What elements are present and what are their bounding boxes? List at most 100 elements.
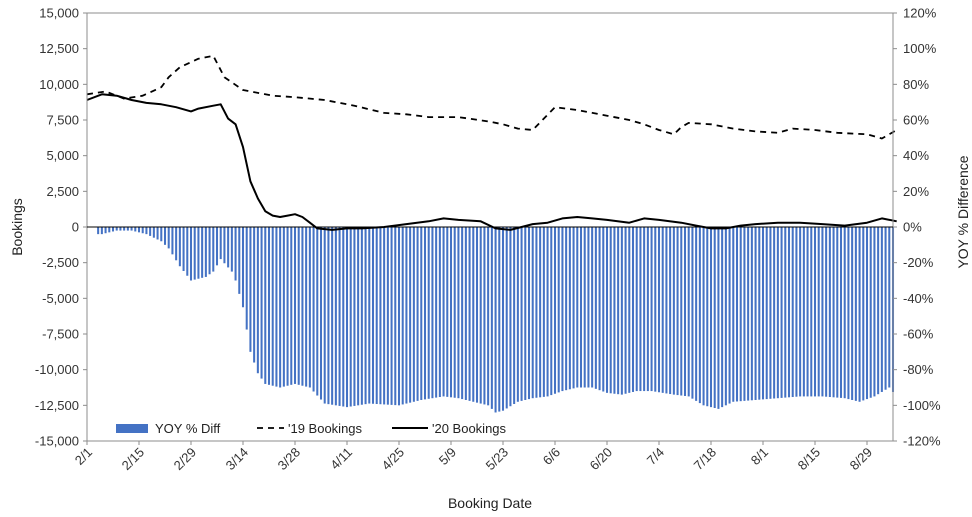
yoy-bar bbox=[345, 227, 349, 408]
yoy-bar bbox=[553, 227, 557, 394]
yoy-bar bbox=[119, 227, 122, 231]
yoy-bar bbox=[167, 227, 170, 249]
yoy-bar bbox=[787, 227, 791, 398]
y-right-tick-label: 20% bbox=[903, 184, 929, 199]
yoy-bar bbox=[557, 227, 560, 393]
yoy-bar bbox=[799, 227, 802, 397]
yoy-bar bbox=[646, 227, 649, 392]
y-right-tick-label: 60% bbox=[903, 113, 929, 128]
y-left-tick-label: -15,000 bbox=[35, 434, 79, 449]
yoy-bar bbox=[267, 227, 271, 385]
yoy-bar bbox=[241, 227, 245, 308]
yoy-bar bbox=[301, 227, 304, 386]
yoy-bar bbox=[836, 227, 839, 398]
yoy-bar bbox=[639, 227, 642, 392]
yoy-bar bbox=[505, 227, 508, 409]
yoy-bar bbox=[189, 227, 193, 281]
yoy-bar bbox=[732, 227, 735, 402]
yoy-bar bbox=[282, 227, 285, 387]
y-left-tick-label: -5,000 bbox=[42, 291, 79, 306]
yoy-bar bbox=[420, 227, 423, 400]
yoy-bar bbox=[308, 227, 311, 388]
yoy-bar bbox=[423, 227, 427, 400]
yoy-bar bbox=[249, 227, 252, 352]
y-right-tick-label: 120% bbox=[903, 6, 937, 21]
yoy-bar bbox=[609, 227, 612, 394]
yoy-bar bbox=[828, 227, 831, 398]
yoy-bar bbox=[524, 227, 527, 400]
yoy-bar bbox=[197, 227, 200, 279]
yoy-bar bbox=[620, 227, 623, 395]
y-left-axis-title: Bookings bbox=[9, 198, 25, 256]
yoy-bar bbox=[331, 227, 334, 405]
yoy-bar bbox=[182, 227, 185, 271]
yoy-bar bbox=[735, 227, 739, 402]
yoy-bar bbox=[286, 227, 289, 386]
yoy-bar bbox=[475, 227, 479, 403]
yoy-bar bbox=[877, 227, 880, 395]
yoy-bar bbox=[535, 227, 538, 398]
yoy-bar bbox=[364, 227, 367, 405]
yoy-bar bbox=[245, 227, 248, 330]
legend-label-20: '20 Bookings bbox=[432, 421, 507, 436]
yoy-bar bbox=[617, 227, 620, 395]
y-right-tick-label: -100% bbox=[903, 398, 941, 413]
y-right-tick-label: -40% bbox=[903, 291, 934, 306]
yoy-bar bbox=[661, 227, 664, 393]
yoy-bar bbox=[869, 227, 872, 398]
yoy-bar bbox=[888, 227, 891, 388]
yoy-bar bbox=[238, 227, 241, 294]
yoy-bar bbox=[416, 227, 419, 401]
y-right-tick-label: -20% bbox=[903, 255, 934, 270]
y-right-tick-label: 40% bbox=[903, 148, 929, 163]
yoy-bar bbox=[880, 227, 883, 392]
yoy-bar bbox=[687, 227, 690, 397]
yoy-bar bbox=[698, 227, 701, 404]
yoy-bar bbox=[832, 227, 835, 398]
yoy-bar bbox=[427, 227, 430, 399]
yoy-bar bbox=[520, 227, 523, 401]
yoy-bar bbox=[635, 227, 638, 392]
yoy-bar bbox=[215, 227, 219, 266]
yoy-bar bbox=[657, 227, 661, 393]
yoy-bar bbox=[624, 227, 627, 394]
yoy-bar bbox=[490, 227, 493, 409]
yoy-bar bbox=[323, 227, 326, 404]
yoy-bar bbox=[156, 227, 159, 240]
yoy-bar bbox=[817, 227, 820, 397]
yoy-bar bbox=[691, 227, 694, 399]
yoy-bar bbox=[843, 227, 846, 399]
yoy-bar bbox=[438, 227, 441, 398]
y-right-tick-label: -120% bbox=[903, 434, 941, 449]
yoy-bar bbox=[494, 227, 497, 413]
yoy-bar bbox=[483, 227, 486, 405]
yoy-bar bbox=[776, 227, 779, 399]
y-left-tick-label: 5,000 bbox=[46, 148, 79, 163]
yoy-bar bbox=[739, 227, 742, 402]
yoy-bar bbox=[498, 227, 501, 412]
yoy-bar bbox=[605, 227, 609, 393]
yoy-bar bbox=[405, 227, 408, 404]
yoy-bar bbox=[758, 227, 761, 400]
yoy-bar bbox=[665, 227, 668, 394]
yoy-bar bbox=[342, 227, 345, 407]
yoy-bar bbox=[319, 227, 323, 400]
yoy-bar bbox=[839, 227, 843, 398]
yoy-bar bbox=[219, 227, 222, 260]
yoy-bar bbox=[253, 227, 256, 363]
yoy-bar bbox=[628, 227, 631, 393]
yoy-bar bbox=[360, 227, 363, 405]
yoy-bar bbox=[583, 227, 586, 388]
yoy-bar bbox=[810, 227, 813, 397]
yoy-bar bbox=[702, 227, 705, 406]
yoy-bar bbox=[561, 227, 564, 392]
yoy-bar bbox=[275, 227, 278, 387]
yoy-bar bbox=[487, 227, 490, 406]
yoy-bar bbox=[539, 227, 542, 398]
yoy-bar bbox=[137, 227, 141, 233]
yoy-bar bbox=[765, 227, 768, 400]
yoy-bar bbox=[750, 227, 753, 401]
y-right-tick-label: 0% bbox=[903, 220, 922, 235]
yoy-bar bbox=[349, 227, 352, 407]
y-right-tick-labels: 120% 100% 80% 60% 40% 20% 0% -20% -40% -60% -80% -1… bbox=[893, 6, 941, 449]
